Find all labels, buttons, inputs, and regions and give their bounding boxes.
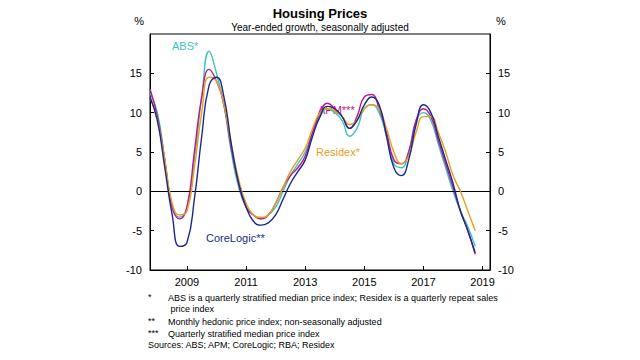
svg-text:price index: price index [168,304,215,314]
svg-text:ABS is a quarterly stratified: ABS is a quarterly stratified median pri… [168,293,498,303]
svg-text:2011: 2011 [234,276,258,288]
svg-text:Sources: ABS; APM; CoreLogic;: Sources: ABS; APM; CoreLogic; RBA; Resid… [148,340,335,350]
svg-text:%: % [134,15,144,27]
svg-text:2009: 2009 [175,276,199,288]
svg-text:Housing Prices: Housing Prices [273,6,368,21]
svg-text:0: 0 [136,185,142,197]
svg-text:2019: 2019 [470,276,494,288]
svg-text:15: 15 [130,67,142,79]
svg-text:2015: 2015 [352,276,376,288]
svg-text:0: 0 [498,185,504,197]
svg-text:***: *** [148,328,159,338]
svg-text:*: * [148,292,152,302]
svg-text:CoreLogic**: CoreLogic** [206,232,265,244]
svg-text:5: 5 [136,146,142,158]
svg-text:2013: 2013 [293,276,317,288]
svg-text:2017: 2017 [411,276,435,288]
svg-text:**: ** [148,316,156,326]
svg-text:ABS*: ABS* [172,40,199,52]
svg-text:-10: -10 [126,264,142,276]
svg-text:-10: -10 [498,264,514,276]
svg-text:Residex*: Residex* [316,146,361,158]
svg-text:Quarterly stratified median pr: Quarterly stratified median price index [168,329,320,339]
svg-text:15: 15 [498,67,510,79]
svg-text:5: 5 [498,146,504,158]
svg-text:-5: -5 [132,225,142,237]
svg-text:-5: -5 [498,225,508,237]
svg-text:10: 10 [498,107,510,119]
svg-text:10: 10 [130,107,142,119]
svg-text:%: % [496,15,506,27]
svg-text:Year-ended growth, seasonally: Year-ended growth, seasonally adjusted [231,22,409,33]
svg-text:Monthly hedonic price index; n: Monthly hedonic price index; non-seasona… [168,317,382,327]
